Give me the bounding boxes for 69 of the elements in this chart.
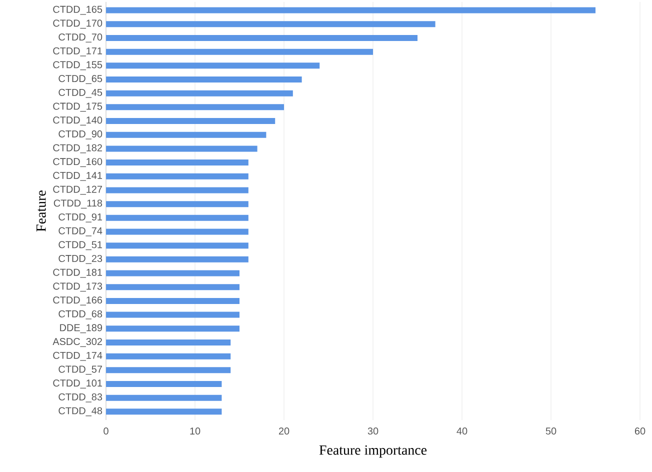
bar: [106, 381, 222, 388]
bar: [106, 118, 276, 124]
y-tick-label: DDE_189: [60, 324, 102, 334]
bar: [106, 298, 240, 304]
y-tick-label: CTDD_51: [58, 241, 102, 250]
bar: [106, 312, 240, 318]
bar: [106, 367, 231, 374]
y-tick-label: CTDD_141: [53, 172, 102, 181]
y-axis-title: Feature: [36, 190, 46, 232]
bar: [106, 7, 596, 14]
y-tick-label: CTDD_57: [58, 366, 102, 375]
y-tick-label: CTDD_65: [58, 75, 102, 84]
bar: [106, 48, 374, 55]
y-tick-label: CTDD_160: [53, 158, 102, 168]
bar: [106, 173, 248, 180]
y-tick-label: CTDD_70: [58, 34, 102, 42]
y-tick-label: CTDD_91: [58, 213, 102, 222]
y-tick-label: CTDD_101: [53, 380, 102, 388]
bar: [106, 228, 248, 235]
bar: [106, 214, 248, 221]
x-tick-label: 50: [546, 428, 556, 435]
x-tick-label: 20: [278, 428, 290, 435]
y-tick-label: CTDD_23: [58, 254, 102, 264]
y-tick-label: CTDD_166: [53, 296, 102, 306]
y-tick-label: CTDD_155: [53, 61, 102, 70]
y-tick-label: CTDD_83: [58, 393, 102, 402]
y-tick-label: CTDD_74: [58, 227, 102, 236]
y-tick-label: CTDD_174: [53, 352, 102, 361]
y-tick-label: CTDD_68: [58, 310, 102, 320]
y-tick-label: CTDD_127: [53, 186, 102, 195]
y-tick-label: CTDD_165: [53, 6, 102, 15]
y-tick-label: ASDC_302: [52, 338, 102, 347]
x-axis-title: Feature importance: [319, 445, 427, 458]
bar: [106, 187, 248, 194]
bar: [106, 394, 222, 401]
y-tick-label: CTDD_45: [58, 88, 102, 98]
x-tick-label: 40: [456, 428, 468, 435]
bar: [106, 256, 248, 262]
bar: [106, 201, 248, 208]
bar: [106, 21, 436, 28]
y-tick-label: CTDD_48: [58, 407, 102, 416]
y-tick-label: CTDD_171: [53, 47, 102, 56]
bar: [106, 339, 231, 346]
bar: [106, 146, 258, 152]
bar: [106, 62, 320, 69]
y-tick-label: CTDD_181: [53, 268, 102, 278]
y-tick-label: CTDD_140: [53, 116, 102, 126]
y-tick-label: CTDD_173: [53, 282, 102, 292]
x-tick-label: 60: [634, 428, 646, 435]
bar: [106, 408, 222, 415]
x-tick-label: 30: [368, 428, 378, 435]
bar: [106, 132, 266, 138]
bar: [106, 242, 248, 249]
y-tick-label: CTDD_170: [53, 20, 102, 29]
x-tick-label: 0: [104, 428, 108, 435]
bar: [106, 90, 293, 96]
bar: [106, 76, 302, 82]
bar: [106, 284, 240, 290]
bar: [106, 353, 231, 360]
y-tick-label: CTDD_90: [58, 130, 102, 140]
bar: [106, 34, 418, 41]
y-tick-label: CTDD_175: [53, 102, 102, 112]
y-tick-label: CTDD_118: [54, 200, 102, 209]
y-tick-label: CTDD_182: [53, 144, 102, 154]
bar: [106, 326, 240, 332]
bar: [106, 104, 284, 110]
x-tick-label: 10: [190, 428, 200, 435]
bar: [106, 270, 240, 276]
bar: [106, 160, 248, 166]
